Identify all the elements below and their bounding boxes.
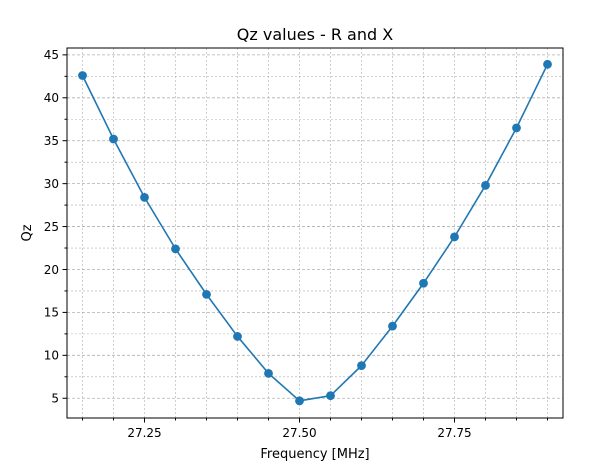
y-tick-label: 45 [44,48,59,62]
data-point [202,289,211,299]
y-tick-label: 30 [44,177,59,191]
y-tick-label: 40 [44,91,59,105]
data-point [543,59,552,69]
data-point [512,123,521,133]
data-point [419,278,428,288]
data-point [481,180,490,190]
data-point [295,396,304,406]
y-tick-label: 25 [44,220,59,234]
series-line [81,63,549,402]
data-point [264,368,273,378]
x-tick-label: 27.50 [282,426,316,440]
x-tick-label: 27.25 [127,426,161,440]
data-point [140,192,149,202]
y-tick-label: 5 [51,392,59,406]
data-series [78,59,552,406]
y-axis-label: Qz [20,224,35,241]
y-tick-label: 35 [44,134,59,148]
y-tick-label: 20 [44,263,59,277]
x-axis-label: Frequency [MHz] [260,447,369,462]
data-point [326,391,335,401]
y-tick-label: 10 [44,349,59,363]
data-point [357,361,366,371]
chart-title: Qz values - R and X [237,25,393,44]
data-point [78,71,87,80]
grid-lines [67,48,563,418]
data-point [171,244,180,254]
data-point [388,321,397,331]
data-point [233,332,242,341]
y-tick-label: 15 [44,306,59,320]
plot-frame [66,47,564,419]
axis-ticks: 27.25 27.50 27.75 5 10 15 20 25 30 35 40 45 [44,48,548,440]
data-point [109,134,118,144]
x-tick-label: 27.75 [437,426,471,440]
data-point [450,232,459,242]
